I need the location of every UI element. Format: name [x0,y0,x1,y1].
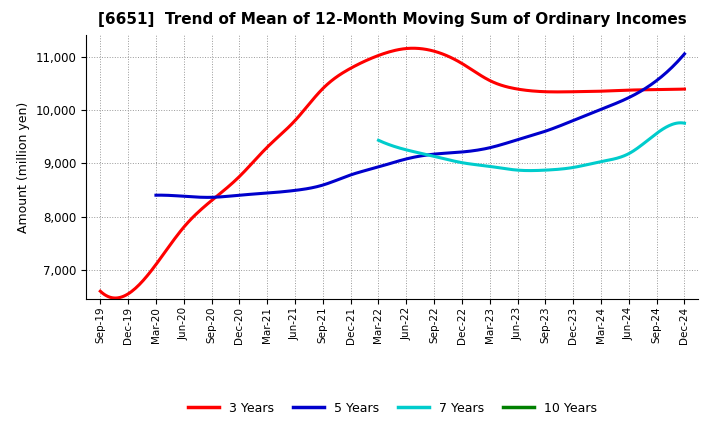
Y-axis label: Amount (million yen): Amount (million yen) [17,102,30,233]
7 Years [652,131,661,136]
7 Years [680,121,689,126]
7 Years [633,146,642,151]
3 Years [457,61,466,66]
5 Years [468,148,477,154]
5 Years [477,147,485,152]
3 Years [98,290,107,296]
3 Years [448,55,456,61]
5 Years [632,91,641,96]
Title: [6651]  Trend of Mean of 12-Month Moving Sum of Ordinary Incomes: [6651] Trend of Mean of 12-Month Moving … [98,12,687,27]
5 Years [599,106,608,111]
7 Years [374,138,383,143]
3 Years [408,46,417,51]
5 Years [153,193,162,198]
Line: 3 Years: 3 Years [100,48,685,298]
7 Years [557,166,565,172]
3 Years [680,86,689,92]
Line: 7 Years: 7 Years [379,123,685,171]
7 Years [526,168,534,173]
7 Years [676,120,685,125]
7 Years [375,138,384,143]
Line: 5 Years: 5 Years [156,54,685,198]
5 Years [203,195,212,200]
3 Years [96,289,104,294]
7 Years [562,166,571,171]
3 Years [112,295,120,301]
5 Years [152,193,161,198]
5 Years [680,51,689,56]
7 Years [557,166,566,172]
5 Years [467,148,475,154]
3 Years [446,55,454,60]
Legend: 3 Years, 5 Years, 7 Years, 10 Years: 3 Years, 5 Years, 7 Years, 10 Years [183,397,602,420]
3 Years [629,88,638,93]
3 Years [593,89,601,94]
